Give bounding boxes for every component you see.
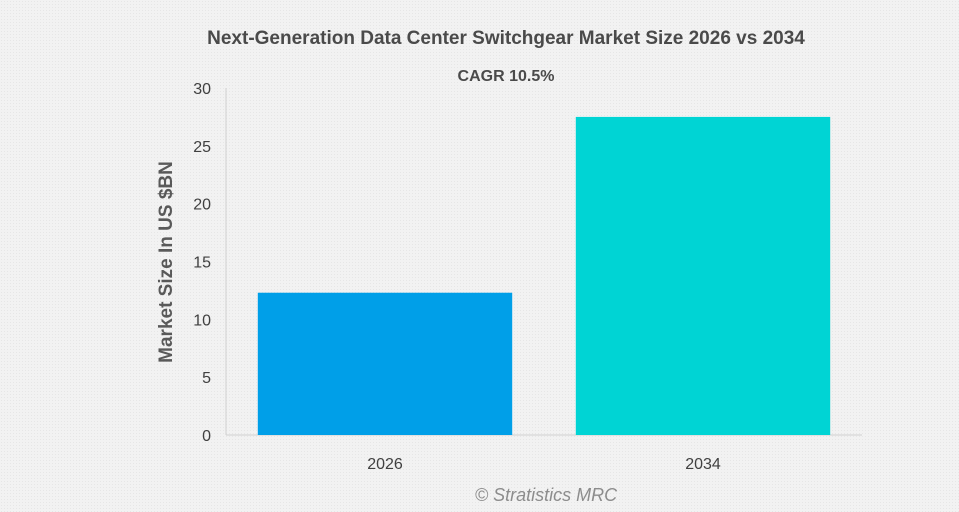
y-axis-label: Market Size In US $BN (156, 161, 177, 363)
x-tick-label: 2026 (367, 456, 403, 473)
source-credit: © Stratistics MRC (475, 485, 618, 505)
bar-2034 (575, 116, 831, 436)
x-tick-label: 2034 (685, 456, 721, 473)
bars (257, 116, 831, 436)
chart-subtitle: CAGR 10.5% (458, 68, 555, 85)
x-axis-ticks: 2026 2034 (367, 456, 721, 473)
y-tick-label: 0 (202, 428, 211, 445)
y-axis-ticks: 0 5 10 15 20 25 30 (193, 81, 211, 445)
bar-2026 (257, 292, 513, 435)
chart-title: Next-Generation Data Center Switchgear M… (207, 28, 805, 49)
y-tick-label: 10 (193, 312, 211, 329)
y-tick-label: 5 (202, 370, 211, 387)
y-tick-label: 25 (193, 139, 211, 156)
y-tick-label: 20 (193, 197, 211, 214)
y-tick-label: 30 (193, 81, 211, 98)
y-tick-label: 15 (193, 255, 211, 272)
